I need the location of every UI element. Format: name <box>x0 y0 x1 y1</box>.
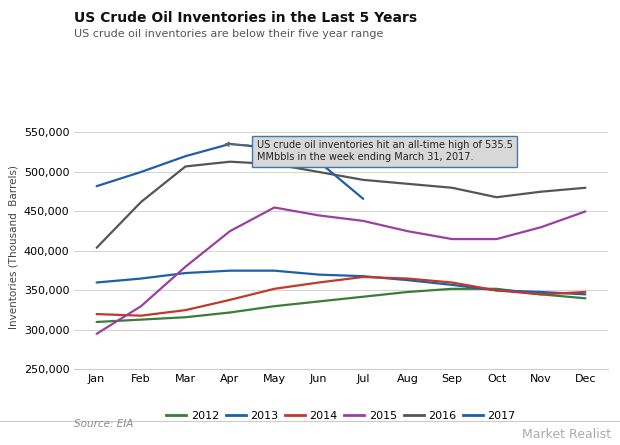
Text: US crude oil inventories hit an all-time high of 535.5
MMbbls in the week ending: US crude oil inventories hit an all-time… <box>225 140 513 162</box>
Text: US Crude Oil Inventories in the Last 5 Years: US Crude Oil Inventories in the Last 5 Y… <box>74 11 417 25</box>
Text: Source: EIA: Source: EIA <box>74 420 134 429</box>
Text: US crude oil inventories are below their five year range: US crude oil inventories are below their… <box>74 29 384 39</box>
Legend: 2012, 2013, 2014, 2015, 2016, 2017: 2012, 2013, 2014, 2015, 2016, 2017 <box>162 407 520 425</box>
Y-axis label: Inventories (Thousand  Barrels): Inventories (Thousand Barrels) <box>8 165 19 329</box>
Text: Market Realist: Market Realist <box>521 428 611 441</box>
